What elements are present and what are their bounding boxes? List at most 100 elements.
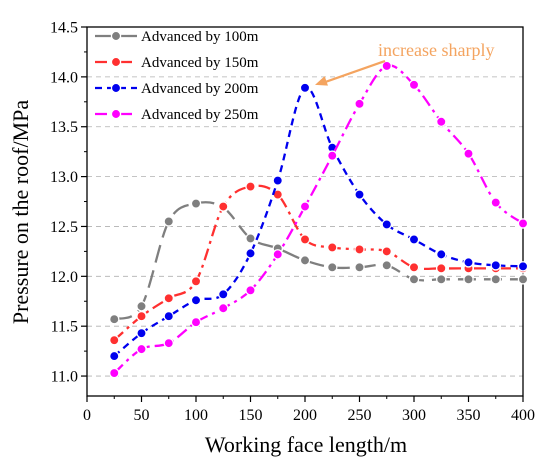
data-point — [109, 334, 120, 346]
tick-layer: 11.0 11.5 12.0 12.5 13.0 13.5 14.0 14.5 0 50 100 15… — [50, 20, 535, 425]
y-tick-label: 11.0 — [51, 369, 78, 386]
legend-label: Advanced by 150m — [141, 55, 259, 71]
legend-item: Advanced by 150m — [95, 55, 259, 71]
data-point — [299, 201, 311, 212]
data-point — [245, 233, 256, 244]
data-point — [190, 198, 202, 209]
data-point — [490, 274, 501, 285]
y-axis-title: Pressure on the roof/MPa — [8, 100, 33, 324]
data-point — [408, 79, 420, 91]
data-point — [517, 274, 529, 285]
data-point — [217, 289, 229, 300]
annotation-arrow-shaft — [322, 59, 386, 84]
x-tick-label: 50 — [134, 407, 150, 424]
data-point — [299, 255, 311, 266]
data-point — [326, 242, 338, 253]
legend-marker — [110, 56, 122, 68]
data-point — [408, 234, 420, 245]
series-line — [113, 201, 523, 321]
series-layer — [109, 60, 529, 379]
x-axis-title: Working face length/m — [205, 432, 407, 457]
data-point — [109, 313, 120, 325]
data-point — [245, 248, 256, 259]
annotation-text: increase sharply — [378, 40, 494, 60]
data-point — [190, 295, 202, 306]
data-point — [245, 181, 256, 192]
x-tick-label: 0 — [83, 407, 91, 424]
data-point — [326, 150, 338, 161]
data-point — [163, 337, 174, 349]
data-point — [463, 148, 474, 159]
x-tick-label: 250 — [348, 407, 372, 424]
data-point — [109, 350, 120, 362]
data-point — [490, 260, 501, 271]
data-point — [381, 219, 392, 230]
data-point — [381, 260, 392, 271]
data-point — [408, 274, 420, 285]
data-point — [136, 310, 147, 322]
data-point — [245, 285, 256, 296]
data-point — [381, 60, 392, 72]
data-point — [217, 302, 229, 314]
series-line — [113, 184, 524, 342]
grid-layer — [87, 76, 523, 377]
data-point — [136, 343, 147, 355]
y-tick-label: 11.5 — [51, 319, 78, 336]
x-tick-label: 350 — [457, 407, 481, 424]
x-tick-label: 150 — [239, 407, 263, 424]
data-point — [109, 367, 120, 379]
y-tick-label: 14.0 — [50, 69, 78, 86]
legend-label: Advanced by 100m — [141, 29, 259, 45]
data-point — [136, 327, 147, 339]
legend-label: Advanced by 200m — [141, 81, 259, 97]
y-tick-label: 12.5 — [50, 219, 78, 236]
series-line — [113, 86, 524, 357]
x-tick-label: 100 — [184, 407, 208, 424]
y-tick-label: 13.5 — [50, 119, 78, 136]
data-point — [517, 261, 529, 272]
x-tick-label: 200 — [293, 407, 317, 424]
legend-marker — [110, 82, 122, 94]
data-point — [136, 300, 147, 312]
data-point — [354, 244, 365, 255]
data-point — [299, 234, 311, 245]
data-point — [435, 263, 447, 274]
data-point — [463, 274, 474, 285]
x-tick-label: 300 — [402, 407, 426, 424]
data-point — [272, 249, 283, 260]
series-line — [113, 64, 524, 374]
data-point — [326, 262, 338, 273]
data-point — [490, 197, 501, 208]
legend-item: Advanced by 250m — [95, 107, 259, 123]
data-point — [190, 276, 202, 287]
data-point — [217, 201, 229, 212]
legend-label: Advanced by 250m — [141, 107, 259, 123]
data-point — [272, 175, 283, 186]
data-point — [299, 82, 311, 94]
data-point — [354, 262, 365, 273]
data-point — [435, 249, 447, 260]
y-tick-label: 12.0 — [50, 269, 78, 286]
legend-item: Advanced by 200m — [95, 81, 259, 97]
data-point — [354, 189, 365, 200]
data-point — [190, 316, 202, 328]
legend-marker — [110, 30, 122, 42]
data-point — [517, 218, 529, 229]
x-tick-label: 400 — [511, 407, 535, 424]
data-point — [381, 246, 392, 257]
data-point — [435, 116, 447, 127]
legend-item: Advanced by 100m — [95, 29, 259, 45]
annotation: increase sharply — [315, 40, 494, 86]
data-point — [163, 293, 174, 304]
series-3 — [109, 82, 529, 362]
data-point — [163, 310, 174, 322]
data-point — [463, 257, 474, 268]
data-point — [435, 274, 447, 285]
annotation-arrow-head — [315, 76, 328, 86]
series-4 — [109, 60, 529, 379]
data-point — [354, 98, 365, 110]
series-2 — [109, 181, 529, 346]
legend: Advanced by 100m Advanced by 150m Advanced… — [95, 29, 259, 123]
